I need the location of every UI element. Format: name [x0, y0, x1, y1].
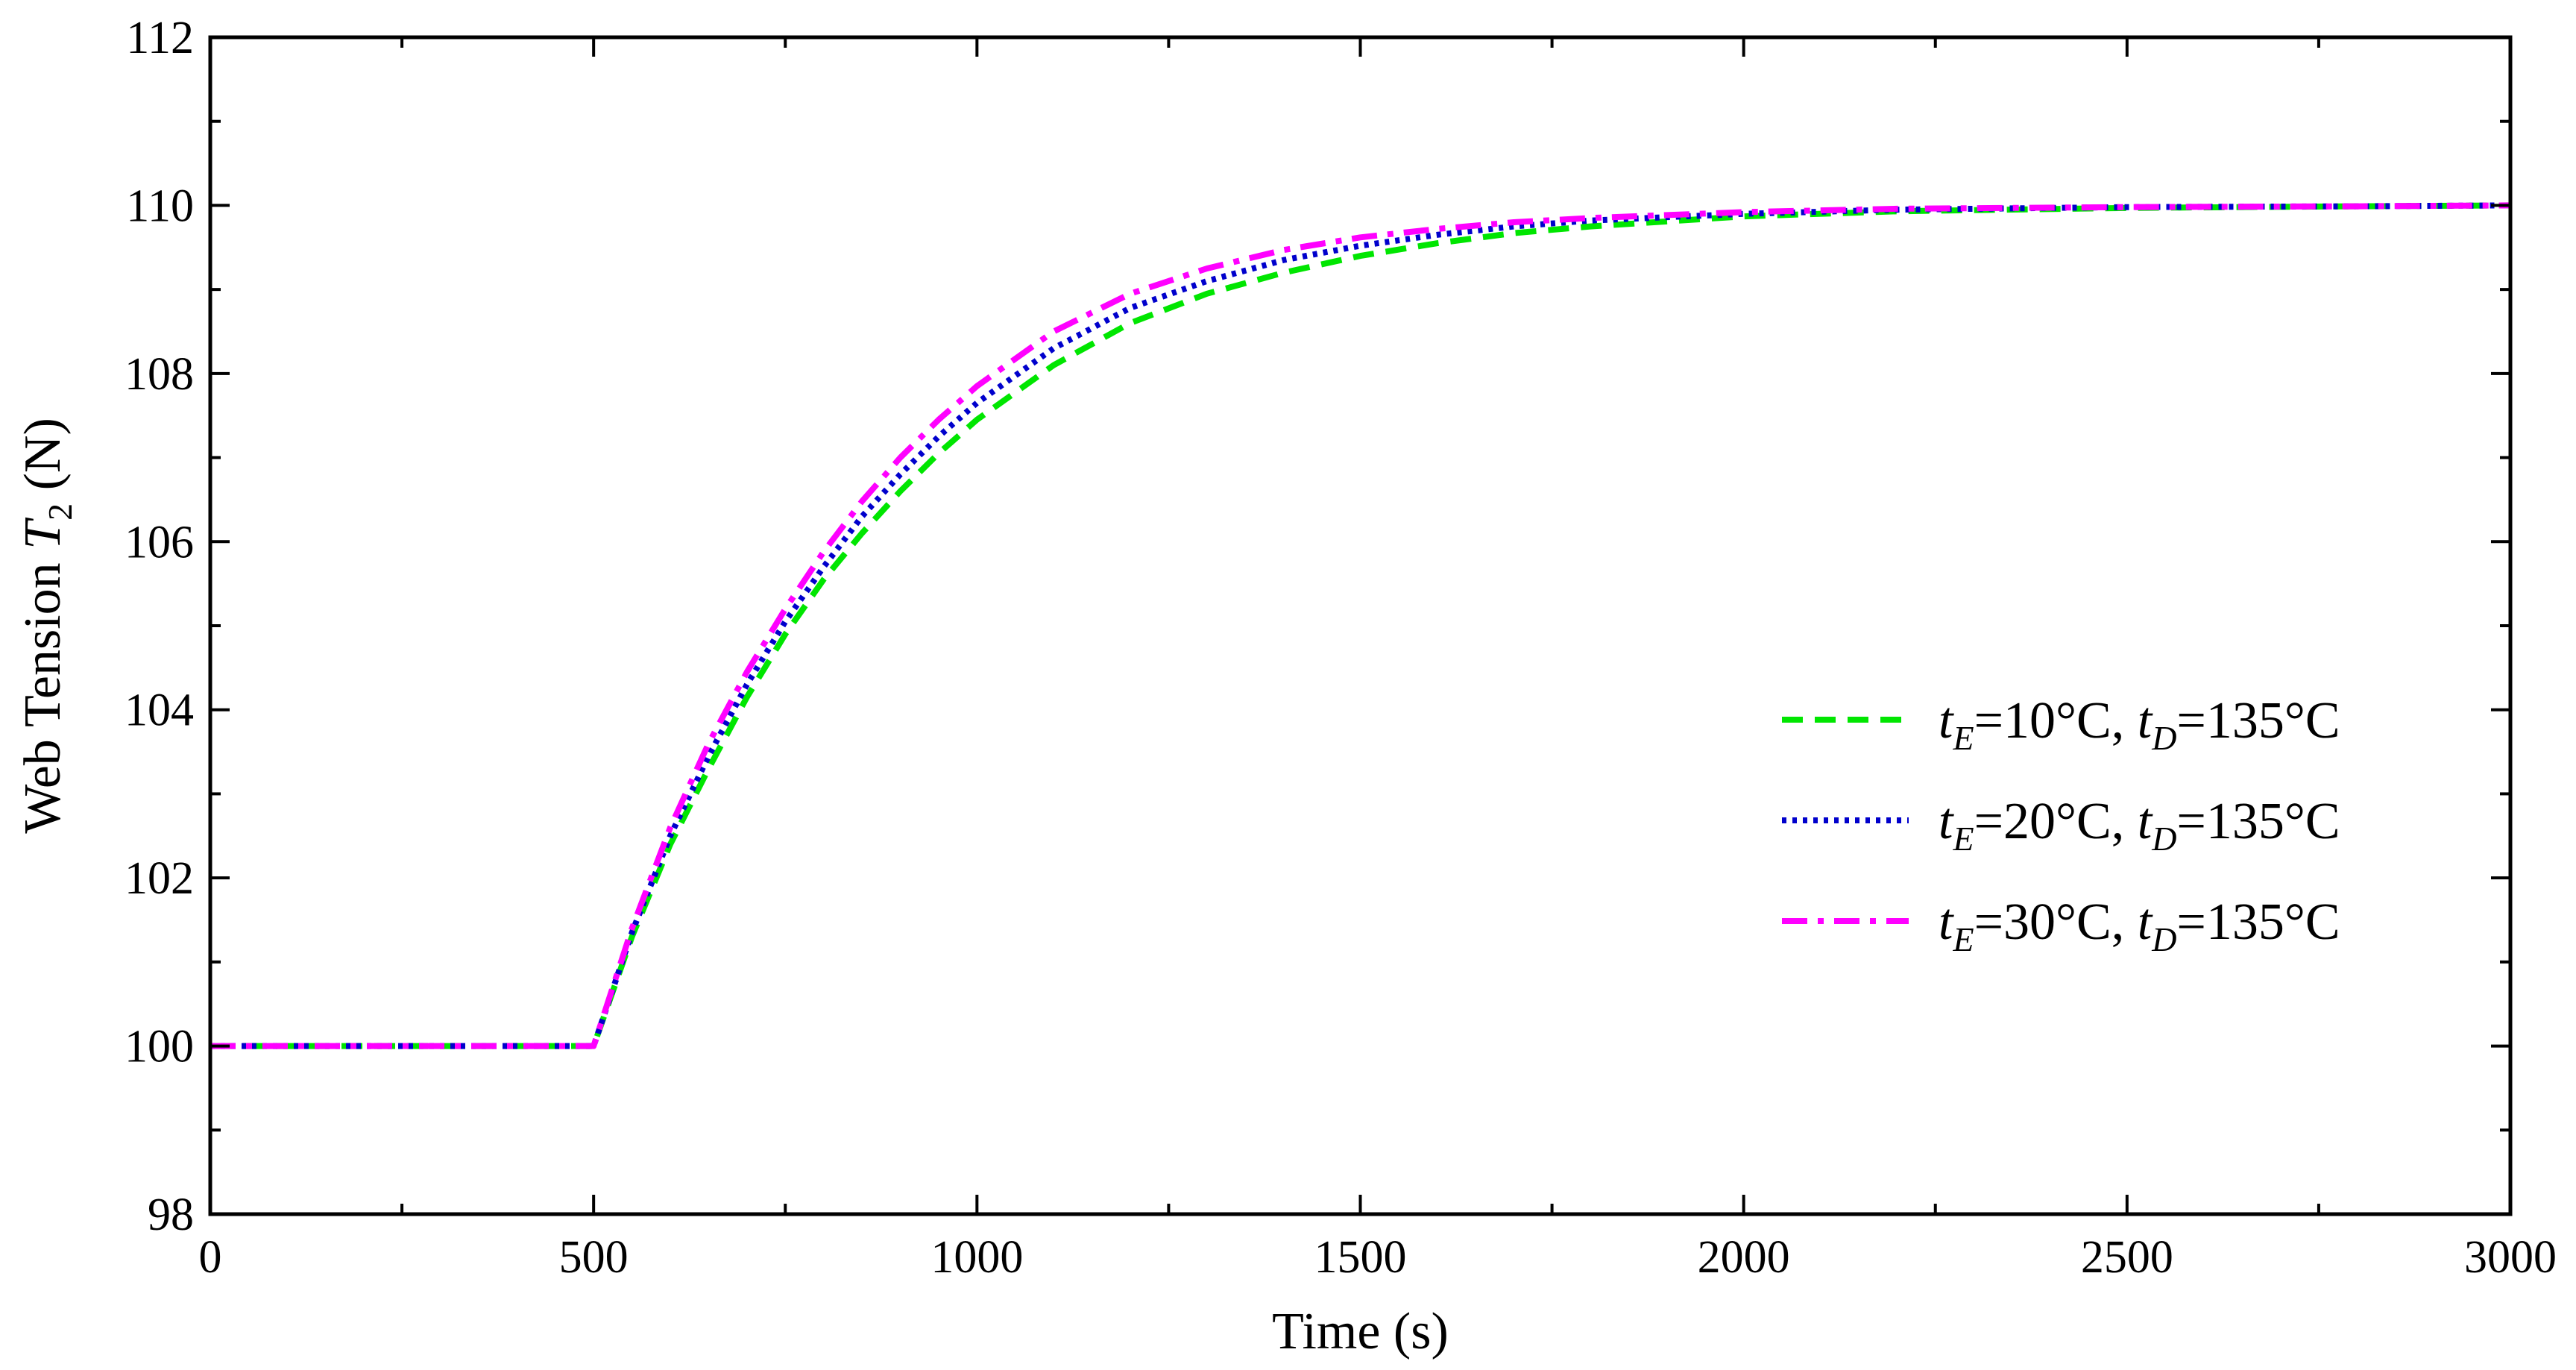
y-axis-title-prefix: Web Tension [14, 550, 72, 834]
y-tick-label: 110 [126, 180, 194, 231]
y-axis-title-variable: T [14, 517, 72, 550]
x-tick-label: 2000 [1698, 1232, 1790, 1283]
x-tick-label: 1500 [1314, 1232, 1407, 1283]
x-tick-label: 0 [199, 1232, 222, 1283]
x-axis: 0 500 1000 1500 2000 2500 3000 [199, 37, 2557, 1283]
y-tick-label: 100 [125, 1022, 194, 1072]
legend-label-2: tE=20°C, tD=135°C [1939, 793, 2340, 858]
curves-layer [210, 202, 2511, 1049]
y-tick-label: 106 [125, 517, 194, 568]
y-tick-label: 112 [126, 13, 194, 63]
y-tick-label: 98 [148, 1190, 194, 1240]
x-tick-label: 1000 [930, 1232, 1023, 1283]
y-axis-title: Web Tension T2 (N) [14, 418, 79, 834]
legend-label-3: tE=30°C, tD=135°C [1939, 893, 2340, 958]
legend: tE=10°C, tD=135°C tE=20°C, tD=135°C tE=30°… [1782, 692, 2340, 958]
plot-frame [208, 35, 2513, 1216]
y-tick-label: 102 [125, 853, 194, 904]
series-line-1 [210, 202, 2511, 1049]
x-tick-label: 3000 [2464, 1232, 2557, 1283]
x-tick-label: 2500 [2081, 1232, 2173, 1283]
y-axis-title-suffix: (N) [14, 418, 72, 503]
x-axis-title: Time (s) [1272, 1303, 1449, 1360]
x-tick-label: 500 [559, 1232, 629, 1283]
y-axis-title-subscript: 2 [41, 503, 79, 521]
y-tick-label: 104 [125, 685, 194, 736]
y-axis: 98 100 102 104 106 108 110 112 [125, 13, 2510, 1240]
y-tick-label: 108 [125, 349, 194, 400]
legend-label-1: tE=10°C, tD=135°C [1939, 692, 2340, 757]
